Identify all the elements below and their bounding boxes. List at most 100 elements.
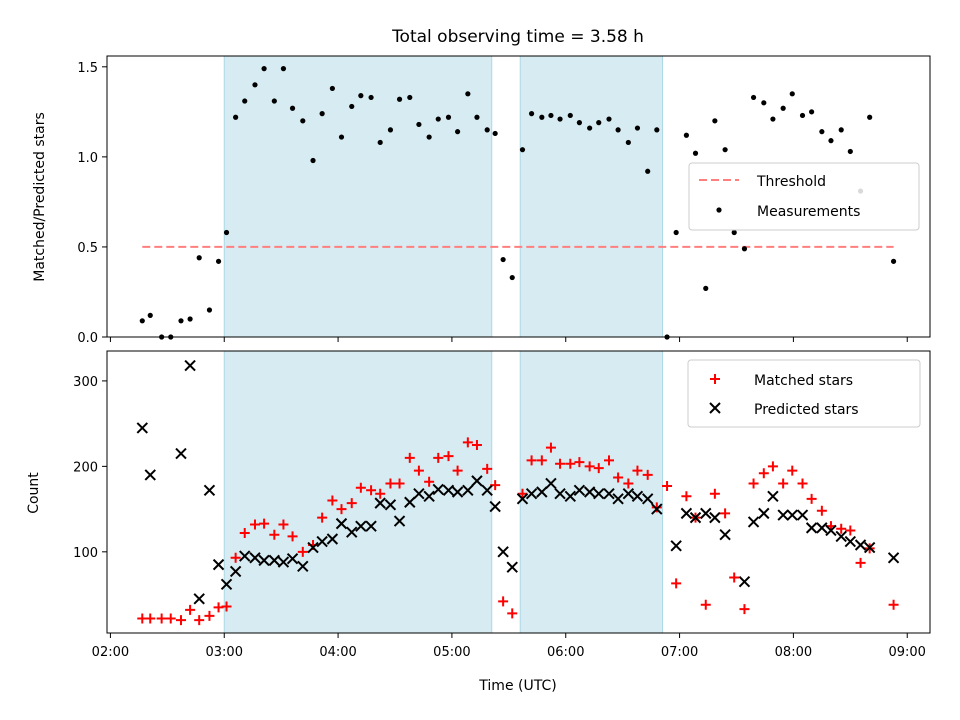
measurement-point bbox=[606, 116, 612, 122]
predicted-star-point bbox=[758, 507, 770, 520]
matched-star-point bbox=[194, 615, 205, 626]
x-tick-label: 07:00 bbox=[661, 645, 698, 660]
matched-star-point bbox=[855, 557, 866, 568]
measurement-point bbox=[280, 66, 287, 72]
measurement-point bbox=[703, 285, 709, 291]
matched-star-point bbox=[385, 478, 396, 489]
measurement-point bbox=[271, 98, 277, 104]
y-tick-label: 100 bbox=[73, 546, 98, 561]
matched-star-point bbox=[787, 465, 798, 476]
predicted-star-point bbox=[175, 447, 187, 460]
measurement-point bbox=[387, 127, 394, 133]
matched-star-point bbox=[443, 451, 454, 462]
matched-star-point bbox=[297, 546, 308, 557]
predicted-star-point bbox=[481, 484, 493, 496]
measurement-point bbox=[780, 105, 786, 111]
measurement-point bbox=[761, 100, 767, 106]
legend-matched-label: Matched stars bbox=[754, 373, 853, 389]
y-tick-label: 1.5 bbox=[77, 61, 98, 76]
measurement-point bbox=[819, 129, 825, 135]
measurement-point bbox=[252, 82, 258, 88]
predicted-star-point bbox=[593, 488, 605, 500]
matched-star-point bbox=[424, 476, 435, 487]
measurement-point bbox=[178, 318, 184, 324]
measurement-point bbox=[465, 91, 471, 97]
predicted-star-point bbox=[316, 535, 328, 548]
matched-star-point bbox=[394, 478, 405, 489]
matched-star-point bbox=[336, 504, 347, 515]
measurement-point bbox=[683, 132, 690, 138]
measurement-point bbox=[338, 134, 345, 140]
measurement-point bbox=[539, 114, 545, 120]
measurement-point bbox=[548, 112, 554, 119]
matched-star-point bbox=[517, 488, 528, 499]
predicted-star-point bbox=[573, 484, 586, 496]
top-shaded-intervals bbox=[223, 55, 663, 338]
matched-star-point bbox=[145, 613, 156, 624]
predicted-star-point bbox=[404, 496, 416, 508]
measurement-point bbox=[329, 85, 335, 92]
predicted-star-point bbox=[229, 565, 242, 578]
bottom-legend: Matched stars Predicted stars bbox=[687, 359, 921, 428]
predicted-star-point bbox=[144, 469, 156, 481]
matched-star-point bbox=[555, 458, 566, 469]
predicted-star-point bbox=[525, 488, 538, 500]
predicted-star-point bbox=[747, 516, 760, 528]
y-tick-label: 1.0 bbox=[77, 151, 98, 166]
measurement-point bbox=[261, 66, 267, 72]
x-tick-label: 02:00 bbox=[92, 645, 129, 660]
predicted-star-point bbox=[136, 422, 148, 434]
predicted-star-point bbox=[374, 497, 386, 509]
measurement-point bbox=[455, 129, 461, 135]
predicted-star-point bbox=[554, 488, 566, 500]
x-tick-label: 06:00 bbox=[547, 645, 584, 660]
matched-star-point bbox=[603, 455, 614, 466]
measurement-point bbox=[319, 111, 325, 117]
predicted-star-point bbox=[719, 529, 731, 541]
predicted-star-point bbox=[384, 499, 397, 511]
matched-star-point bbox=[507, 608, 518, 619]
matched-star-point bbox=[700, 599, 711, 610]
measurement-point bbox=[596, 120, 602, 126]
measurement-point bbox=[187, 316, 193, 322]
legend-predicted-label: Predicted stars bbox=[754, 402, 859, 418]
top-y-axis-label: Matched/Predicted stars bbox=[32, 112, 48, 282]
measurement-point bbox=[847, 148, 853, 155]
measurement-point bbox=[799, 112, 806, 119]
top-panel: 0.0 0.5 1.0 1.5 Matched/Predicted stars Thr… bbox=[32, 55, 931, 346]
legend-threshold-label: Threshold bbox=[756, 174, 826, 190]
predicted-star-point bbox=[212, 558, 225, 571]
predicted-star-point bbox=[413, 488, 425, 500]
matched-star-point bbox=[471, 440, 482, 450]
x-tick-label: 04:00 bbox=[319, 645, 356, 660]
measurement-point bbox=[358, 93, 364, 99]
measurement-point bbox=[692, 150, 699, 156]
measurement-point bbox=[838, 127, 844, 133]
matched-star-point bbox=[584, 461, 595, 472]
predicted-star-point bbox=[497, 546, 509, 558]
predicted-star-point bbox=[277, 556, 290, 568]
matched-star-point bbox=[739, 604, 750, 615]
matched-star-point bbox=[375, 488, 386, 499]
predicted-star-point bbox=[516, 493, 529, 505]
x-tick-label: 09:00 bbox=[888, 645, 925, 660]
predicted-star-point bbox=[700, 507, 712, 520]
predicted-star-point bbox=[854, 539, 867, 551]
predicted-star-point bbox=[670, 540, 682, 552]
matched-star-point bbox=[778, 478, 789, 489]
measurement-point bbox=[528, 111, 535, 117]
y-tick-label: 0.0 bbox=[77, 331, 98, 346]
predicted-star-point bbox=[393, 515, 406, 527]
matched-star-point bbox=[175, 615, 186, 626]
predicted-star-point bbox=[506, 561, 518, 573]
predicted-star-point bbox=[536, 486, 548, 498]
predicted-star-point bbox=[612, 493, 624, 505]
matched-star-point bbox=[156, 613, 167, 624]
measurement-point bbox=[731, 229, 737, 236]
legend-predicted-swatch bbox=[709, 402, 721, 414]
matched-star-point bbox=[845, 525, 856, 536]
matched-star-point bbox=[413, 465, 424, 476]
predicted-star-point bbox=[641, 493, 654, 505]
shaded-interval bbox=[519, 55, 663, 338]
matched-star-point bbox=[671, 578, 682, 589]
